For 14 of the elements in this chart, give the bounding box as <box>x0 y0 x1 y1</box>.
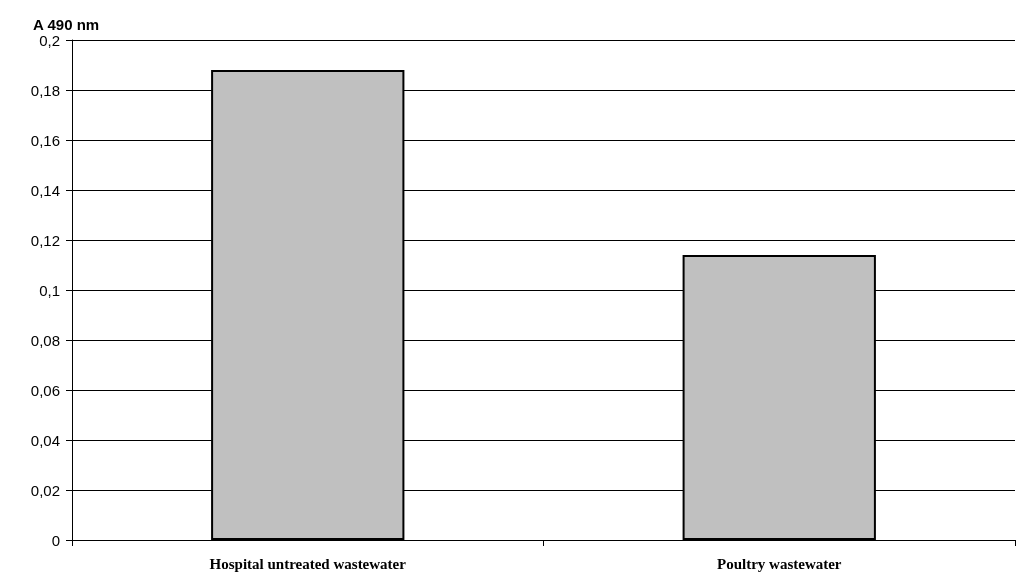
y-tick-label: 0,1 <box>39 281 60 299</box>
y-tick-label: 0,14 <box>30 181 60 199</box>
y-tick-label: 0,18 <box>30 81 60 99</box>
y-tick-label: 0,08 <box>30 331 60 349</box>
x-tick-label: Hospital untreated wastewater <box>209 555 407 572</box>
y-tick-label: 0,04 <box>30 431 60 449</box>
y-tick-label: 0,06 <box>30 381 60 399</box>
y-tick-label: 0,12 <box>30 231 60 249</box>
x-tick-label: Poultry wastewater <box>716 555 842 572</box>
y-axis-title: A 490 nm <box>33 16 100 33</box>
y-tick-label: 0,02 <box>30 481 60 499</box>
y-tick-label: 0 <box>51 531 60 549</box>
y-tick-label: 0,16 <box>30 131 60 149</box>
y-tick-label: 0,2 <box>39 31 60 49</box>
